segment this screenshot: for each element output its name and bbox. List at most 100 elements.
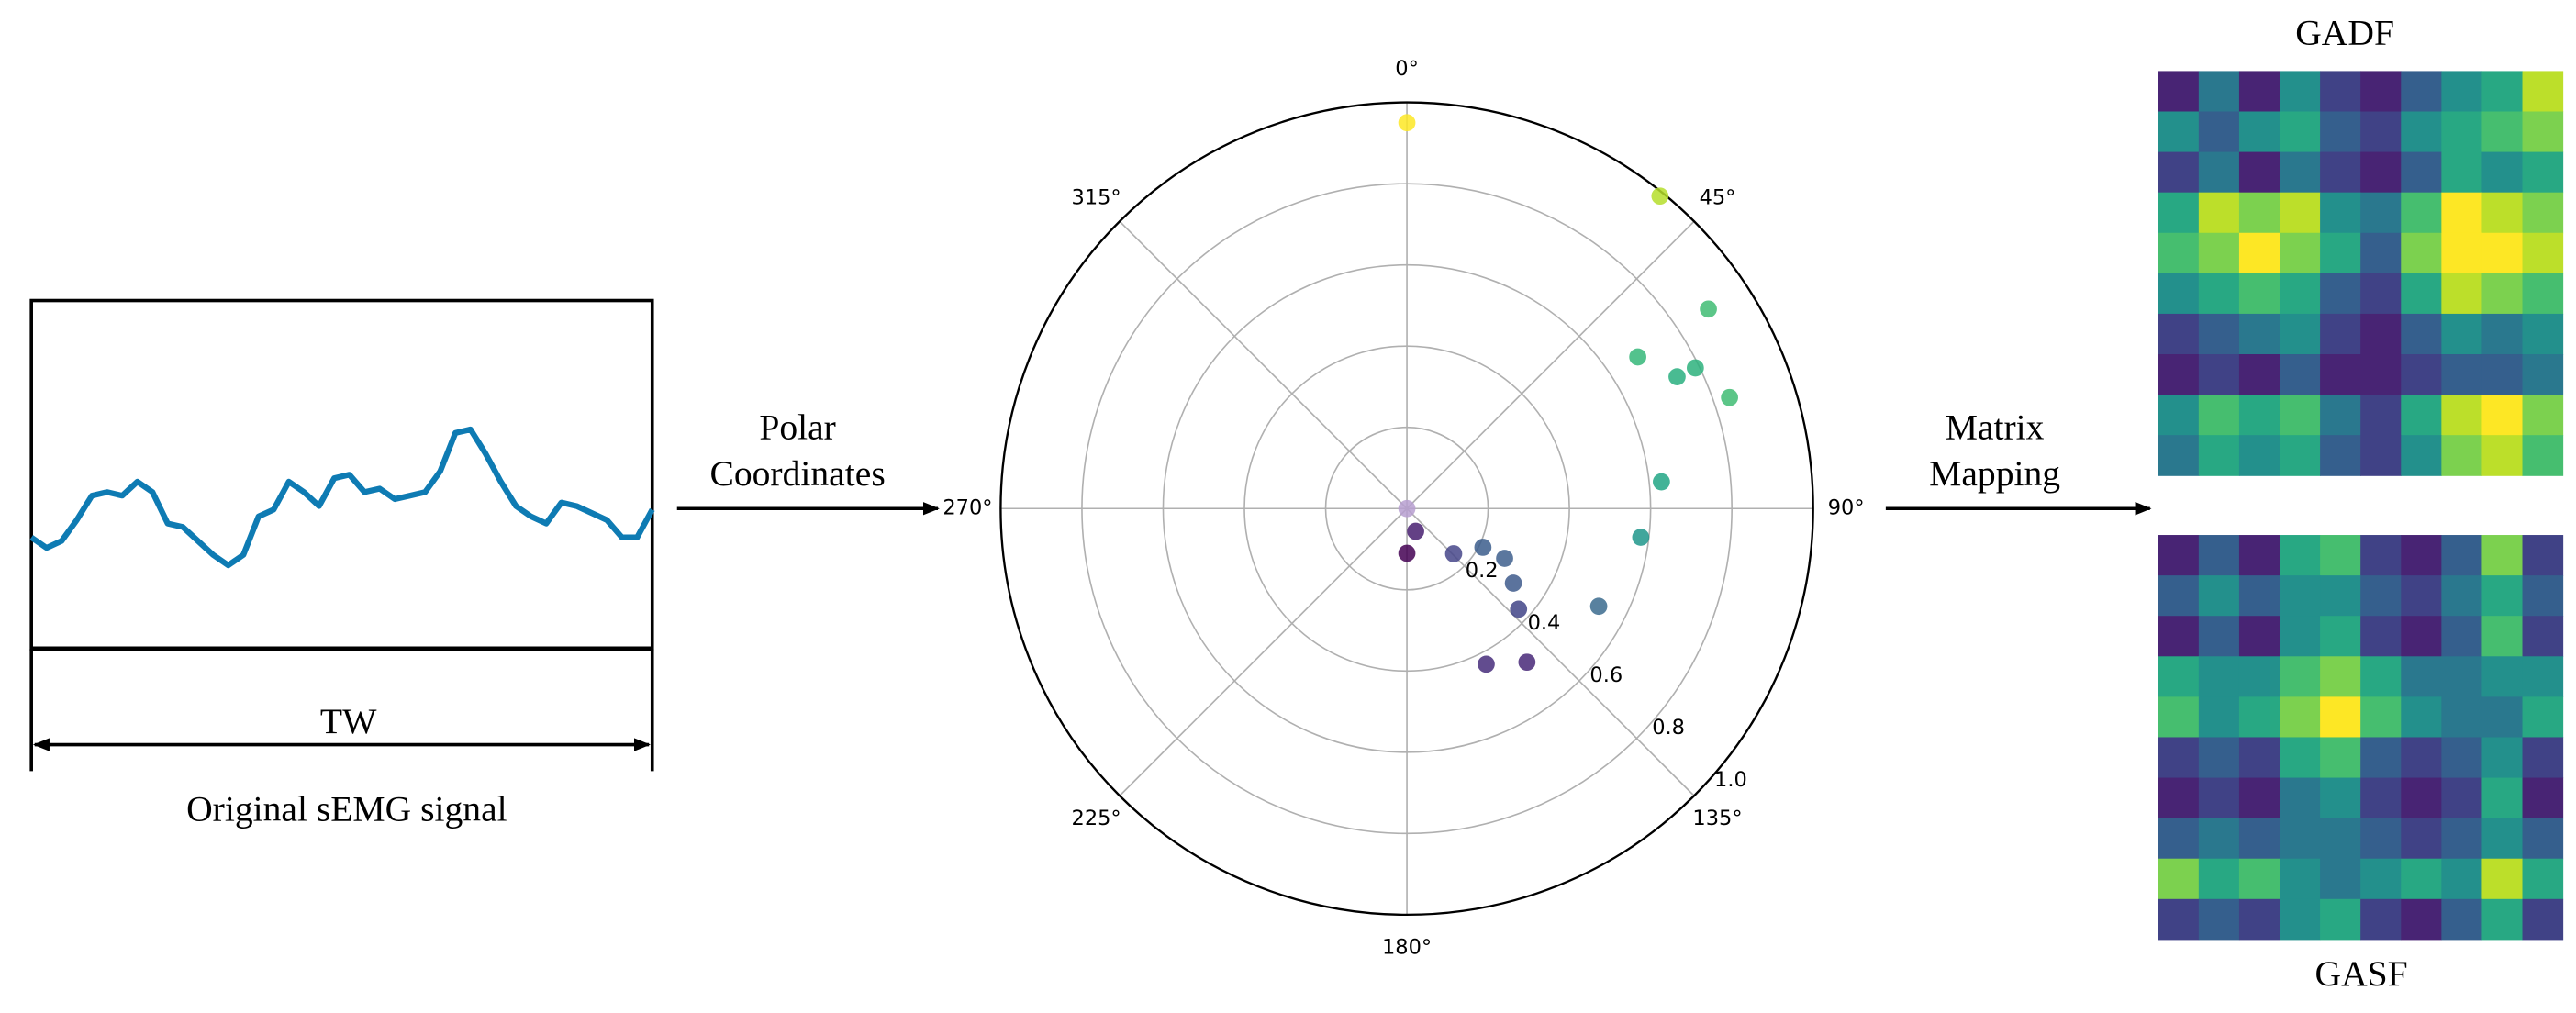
heatmap-cell xyxy=(2441,898,2482,941)
heatmap-cell xyxy=(2360,575,2402,617)
heatmap-cell xyxy=(2360,818,2402,860)
heatmap-cell xyxy=(2320,858,2361,900)
grid-circle xyxy=(1162,263,1652,753)
heatmap-title: GASF xyxy=(2314,953,2407,994)
grid-line xyxy=(1119,507,1408,796)
heatmap-cell xyxy=(2238,616,2280,657)
radius-label: 0.4 xyxy=(1528,611,1561,635)
heatmap-cell xyxy=(2198,435,2240,476)
heatmap-cell xyxy=(2441,313,2482,355)
heatmap-cell xyxy=(2320,737,2361,779)
heatmap-cell xyxy=(2158,71,2200,113)
heatmap-cell xyxy=(2522,737,2564,779)
heatmap-cell xyxy=(2441,777,2482,819)
point xyxy=(1474,539,1492,556)
grid-circle xyxy=(1081,183,1733,835)
heatmap-cell xyxy=(2280,777,2321,819)
heatmap-cell xyxy=(2441,656,2482,697)
heatmap-cell xyxy=(2280,818,2321,860)
heatmap-cell xyxy=(2401,354,2442,395)
heatmap-cell xyxy=(2360,737,2402,779)
window-label: TW xyxy=(320,701,377,741)
heatmap-cell xyxy=(2198,898,2240,941)
heatmap-cell xyxy=(2441,616,2482,657)
heatmap-cell xyxy=(2441,575,2482,617)
heatmap-cell xyxy=(2238,111,2280,153)
signal-line xyxy=(29,426,655,569)
heatmap-cell xyxy=(2360,395,2402,436)
heatmap-cell xyxy=(2320,575,2361,617)
heatmap-cell xyxy=(2280,313,2321,355)
heatmap-cell xyxy=(2320,232,2361,274)
heatmap-cell xyxy=(2360,777,2402,819)
heatmap-cell xyxy=(2401,575,2442,617)
heatmap-cell xyxy=(2158,656,2200,697)
heatmap-cell xyxy=(2198,656,2240,697)
heatmap-cell xyxy=(2441,354,2482,395)
heatmap-cell xyxy=(2401,696,2442,739)
heatmap-cell xyxy=(2522,696,2564,739)
heatmap-cell xyxy=(2401,232,2442,274)
heatmap-cell xyxy=(2320,616,2361,657)
heatmap-cell xyxy=(2320,71,2361,113)
heatmap-cell xyxy=(2198,395,2240,436)
heatmap-cell xyxy=(2238,313,2280,355)
heatmap-cell xyxy=(2481,192,2524,234)
heatmap-cell xyxy=(2481,737,2524,779)
heatmap-cell xyxy=(2238,696,2280,739)
heatmap-cell xyxy=(2280,858,2321,900)
heatmap-cell xyxy=(2238,777,2280,819)
heatmap-cell xyxy=(2522,151,2564,194)
heatmap-cell xyxy=(2198,777,2240,819)
heatmap-cell xyxy=(2481,858,2524,900)
heatmap-cell xyxy=(2320,656,2361,697)
angle-label: 225° xyxy=(1072,807,1121,830)
point xyxy=(1504,574,1522,592)
heatmap-cell xyxy=(2158,354,2200,395)
heatmap-cell xyxy=(2401,737,2442,779)
heatmap-cell xyxy=(2360,435,2402,476)
heatmap-cell xyxy=(2320,273,2361,315)
heatmap-cell xyxy=(2320,777,2361,819)
radius-label: 1.0 xyxy=(1714,768,1747,792)
heatmap-cell xyxy=(2401,111,2442,153)
heatmap-cell xyxy=(2238,151,2280,194)
heatmap-cell xyxy=(2401,435,2442,476)
heatmap-cell xyxy=(2280,71,2321,113)
heatmap-cell xyxy=(2441,192,2482,234)
heatmap-cell xyxy=(2441,435,2482,476)
heatmap-cell xyxy=(2280,898,2321,941)
heatmap-cell xyxy=(2401,71,2442,113)
grid-line xyxy=(1406,220,1695,509)
heatmap-cell xyxy=(2481,777,2524,819)
outer-circle xyxy=(999,101,1814,917)
heatmap-cell xyxy=(2158,898,2200,941)
heatmap-cell xyxy=(2198,737,2240,779)
heatmap-cell xyxy=(2360,232,2402,274)
heatmap-cell xyxy=(2238,656,2280,697)
grid-circle xyxy=(1324,426,1489,591)
heatmap-cell xyxy=(2238,575,2280,617)
heatmap-cell xyxy=(2158,111,2200,153)
heatmap-cell xyxy=(2401,273,2442,315)
point xyxy=(1721,388,1738,406)
angle-label: 135° xyxy=(1692,807,1742,830)
heatmap-cell xyxy=(2198,232,2240,274)
signal-caption: Original sEMG signal xyxy=(186,788,507,829)
heatmap-cell xyxy=(2522,575,2564,617)
point xyxy=(1651,187,1669,206)
heatmap-cell xyxy=(2198,192,2240,234)
point xyxy=(1510,600,1528,618)
heatmap-cell xyxy=(2522,71,2564,113)
heatmap-cell xyxy=(2320,395,2361,436)
heatmap-cell xyxy=(2360,354,2402,395)
heatmap-cell xyxy=(2401,395,2442,436)
heatmap-cell xyxy=(2198,71,2240,113)
heatmap-cell xyxy=(2481,354,2524,395)
heatmap-cell xyxy=(2401,858,2442,900)
heatmap-cell xyxy=(2360,656,2402,697)
heatmap-cell xyxy=(2481,111,2524,153)
heatmap-cell xyxy=(2441,535,2482,576)
heatmap-cell xyxy=(2320,111,2361,153)
